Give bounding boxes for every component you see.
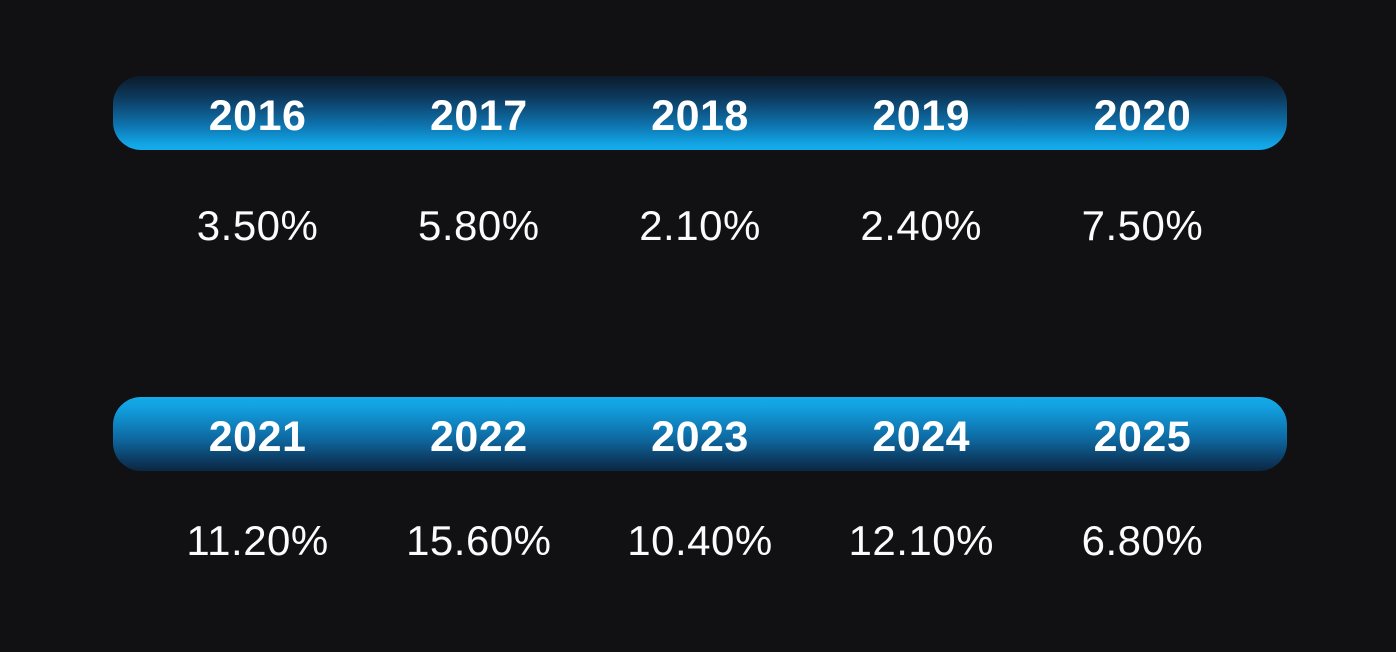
year-header-bar-2016-2020: 2016 2017 2018 2019 2020 bbox=[113, 76, 1287, 150]
value-2024: 12.10% bbox=[848, 517, 994, 564]
value-2017: 5.80% bbox=[418, 202, 540, 249]
year-header-2016: 2016 bbox=[208, 91, 307, 140]
value-2022: 15.60% bbox=[406, 517, 552, 564]
year-header-2018: 2018 bbox=[651, 91, 749, 140]
year-header-2017: 2017 bbox=[429, 91, 528, 140]
value-2021: 11.20% bbox=[186, 517, 329, 564]
year-header-2025: 2025 bbox=[1093, 412, 1192, 461]
values-row-2016-2020: 3.50% 5.80% 2.10% 2.40% 7.50% bbox=[113, 196, 1287, 256]
year-header-2024: 2024 bbox=[872, 412, 971, 461]
year-header-2021: 2021 bbox=[208, 412, 307, 461]
values-row-2021-2025: 11.20% 15.60% 10.40% 12.10% 6.80% bbox=[113, 511, 1287, 571]
year-header-2020: 2020 bbox=[1093, 91, 1192, 140]
year-header-2022: 2022 bbox=[429, 412, 528, 461]
year-header-2023: 2023 bbox=[651, 412, 749, 461]
value-2018: 2.10% bbox=[639, 202, 761, 249]
year-header-2019: 2019 bbox=[872, 91, 971, 140]
value-2023: 10.40% bbox=[627, 517, 773, 564]
value-2016: 3.50% bbox=[196, 202, 319, 249]
value-2020: 7.50% bbox=[1081, 202, 1204, 249]
year-header-bar-2021-2025: 2021 2022 2023 2024 2025 bbox=[113, 397, 1287, 471]
value-2019: 2.40% bbox=[860, 202, 982, 249]
value-2025: 6.80% bbox=[1081, 517, 1204, 564]
